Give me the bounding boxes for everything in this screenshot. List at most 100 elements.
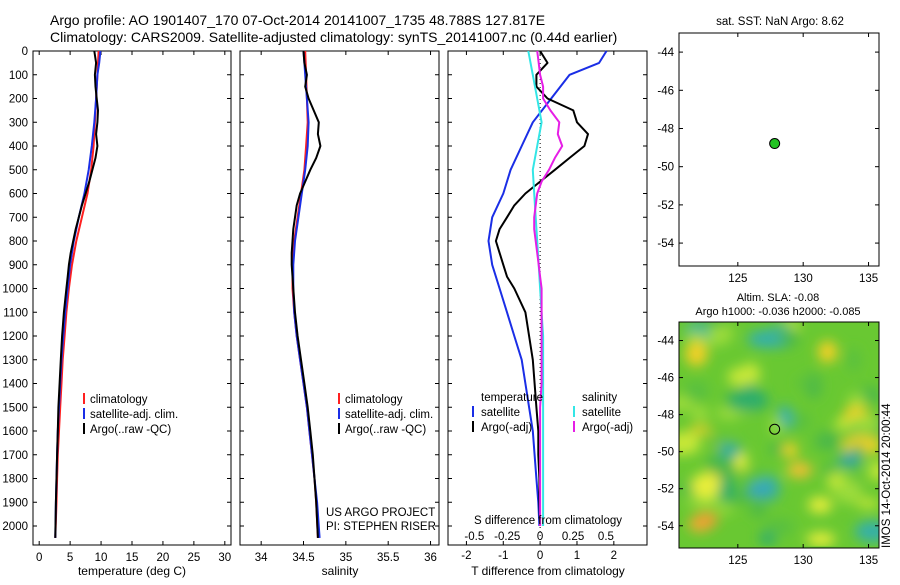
legend-satellite: satellite-adj. clim. [90, 409, 178, 421]
sst-map-panel: sat. SST: NaN Argo: 8.62 125 130 135 -44-4… [657, 16, 880, 285]
legend-t-argo: Argo(-adj) [481, 422, 532, 434]
depth-tick-label: 0 [22, 46, 28, 58]
s-diff-label: S difference from climatology [474, 515, 622, 527]
sla-blob [788, 462, 812, 478]
lat-tick-label: -54 [657, 238, 674, 250]
lat-tick-label: -46 [657, 373, 674, 385]
depth-tick-label: 1200 [2, 331, 28, 343]
s-tick-label: 0.25 [562, 531, 584, 543]
series-line-t-argo-adj- [494, 50, 589, 527]
lon-tick-label: 135 [859, 555, 878, 567]
sla-heatmap [679, 322, 879, 548]
depth-tick-label: 1300 [2, 355, 28, 367]
sla-subtitle: Argo h1000: -0.036 h2000: -0.085 [695, 306, 860, 318]
sla-blob [748, 482, 772, 498]
legend-argo: Argo(..raw -QC) [90, 424, 171, 436]
x-tick-label: 2 [611, 550, 617, 562]
lat-tick-label: -44 [657, 336, 674, 348]
series-line-s-argo-adj- [533, 50, 564, 526]
sla-blob [685, 341, 708, 367]
depth-tick-label: 1600 [2, 426, 28, 438]
sla-blob [795, 377, 818, 388]
s-tick-label: 0 [537, 531, 543, 543]
sla-blob [684, 380, 709, 402]
sla-map-panel: Altim. SLA: -0.08 Argo h1000: -0.036 h20… [657, 292, 893, 567]
temperature-axes-box [32, 50, 232, 546]
depth-tick-label: 1900 [2, 497, 28, 509]
temperature-legend: climatology satellite-adj. clim. Argo(..… [83, 393, 178, 436]
lat-tick-label: -54 [657, 521, 674, 533]
depth-tick-label: 1700 [2, 450, 28, 462]
legend-salinity-title: salinity [582, 392, 617, 404]
sla-blob [838, 452, 862, 468]
legend-temperature-title: temperature [481, 392, 543, 404]
sst-lon-tick-labels: 125 130 135 [728, 33, 878, 285]
legend-climatology: climatology [345, 394, 403, 406]
x-tick-label: -1 [498, 550, 508, 562]
x-tick-label: 30 [218, 552, 231, 564]
series-line-t-satellite [487, 50, 608, 527]
sla-lon-tick-labels: 125 130 135 [728, 322, 878, 567]
x-tick-label: 25 [187, 552, 200, 564]
t-diff-tick-labels: -2 -1 0 1 2 [448, 50, 647, 562]
sla-background [679, 322, 879, 548]
pi-label: PI: STEPHEN RISER [326, 521, 436, 533]
lat-tick-label: -52 [657, 484, 674, 496]
s-tick-label: -0.25 [494, 531, 520, 543]
sla-blob [749, 502, 767, 517]
temperature-tick-labels: 0 5 10 15 20 25 30 [33, 50, 231, 564]
sla-map-box [678, 321, 880, 549]
depth-tick-label: 1500 [2, 402, 28, 414]
depth-tick-labels: 0 100 200 300 400 500 600 700 800 900 1000 1100 1200… [2, 46, 28, 533]
depth-tick-label: 2000 [2, 521, 28, 533]
depth-tick-label: 800 [9, 236, 28, 248]
s-tick-label: -0.5 [464, 531, 484, 543]
depth-tick-label: 300 [9, 117, 28, 129]
legend-climatology: climatology [90, 394, 148, 406]
sla-blob [856, 498, 879, 509]
sla-blob [817, 340, 838, 363]
sst-lat-tick-labels: -44 -46 -48 -50 -52 -54 [657, 47, 879, 250]
lat-tick-label: -50 [657, 162, 674, 174]
sla-blob [706, 451, 744, 477]
sla-blob [806, 532, 836, 547]
salinity-legend: climatology satellite-adj. clim. Argo(..… [338, 393, 433, 436]
depth-tick-label: 700 [9, 212, 28, 224]
x-tick-label: 0 [36, 552, 42, 564]
lat-tick-label: -48 [657, 123, 674, 135]
depth-tick-label: 100 [9, 70, 28, 82]
lat-tick-label: -46 [657, 85, 674, 97]
argo-position-marker [769, 138, 781, 150]
sla-blob [715, 477, 736, 502]
sla-blob [734, 451, 748, 471]
depth-tick-label: 1100 [3, 307, 28, 319]
s-tick-label: 0.5 [598, 531, 614, 543]
figure-title-line1: Argo profile: AO 1901407_170 07-Oct-2014… [50, 12, 545, 28]
sla-blob [854, 520, 879, 543]
depth-tick-label: 200 [9, 94, 28, 106]
sla-blob [822, 463, 839, 476]
x-tick-label: 34.5 [292, 552, 314, 564]
legend-s-argo: Argo(-adj) [582, 422, 633, 434]
series-line-argo-raw-qc- [54, 50, 99, 538]
x-tick-label: 34 [255, 552, 268, 564]
legend-satellite: satellite-adj. clim. [345, 409, 433, 421]
sla-blob [697, 322, 727, 327]
depth-tick-label: 600 [9, 189, 28, 201]
x-tick-label: 10 [95, 552, 108, 564]
sla-blob [769, 442, 785, 455]
salinity-tick-labels: 34 34.5 35 35.5 36 [240, 50, 439, 564]
depth-tick-label: 400 [9, 141, 28, 153]
x-tick-label: 5 [67, 552, 73, 564]
series-line-argo-raw-qc- [290, 50, 322, 538]
diff-legend: temperature satellite Argo(-adj) salinit… [472, 392, 633, 434]
sla-blob [718, 442, 742, 458]
sla-blob [787, 412, 811, 431]
lat-tick-label: -48 [657, 410, 674, 422]
legend-t-satellite: satellite [481, 407, 520, 419]
x-tick-label: 35 [339, 552, 352, 564]
figure-title-line2: Climatology: CARS2009. Satellite-adjuste… [50, 29, 617, 45]
sla-title: Altim. SLA: -0.08 [737, 292, 820, 304]
salinity-axes-box [239, 50, 440, 546]
